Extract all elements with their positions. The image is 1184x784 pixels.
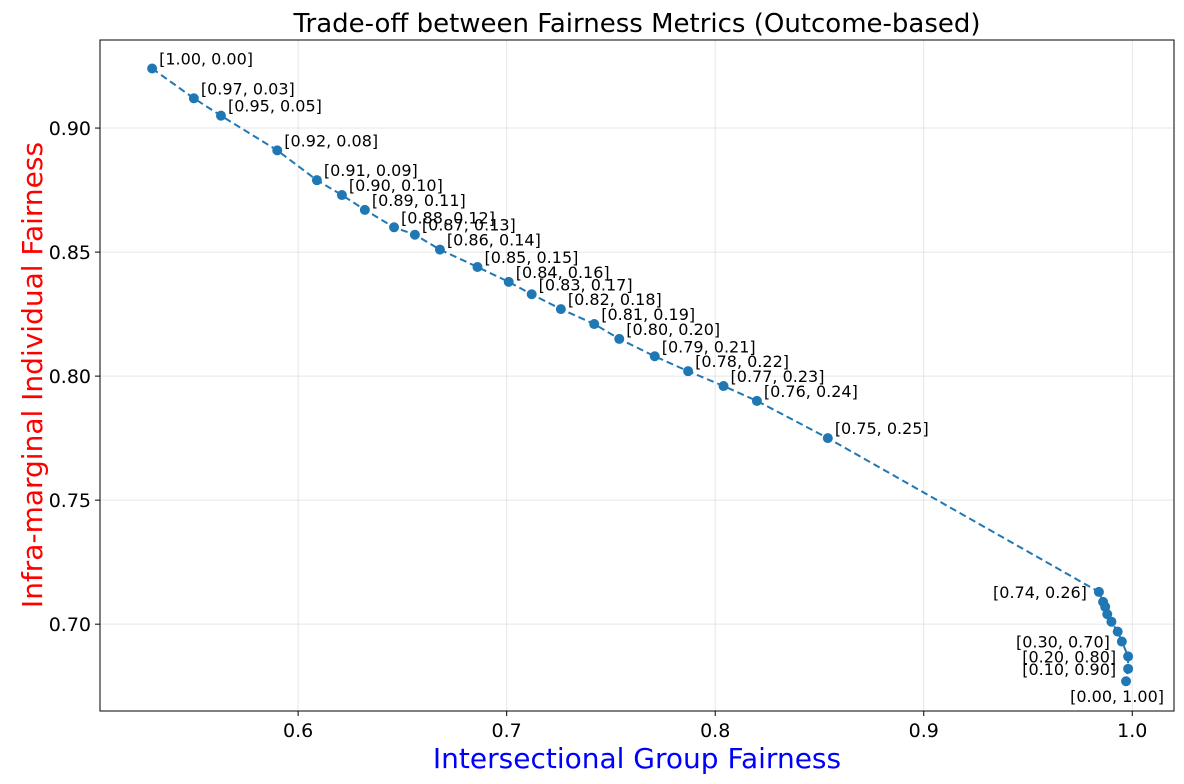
point-annotation: [0.83, 0.17] (539, 275, 633, 294)
data-point (434, 244, 445, 255)
point-annotation: [0.97, 0.03] (201, 79, 295, 98)
data-point (503, 276, 514, 287)
annotations: [1.00, 0.00] [0.97, 0.03][0.95, 0.05] [0.9… (159, 50, 1164, 707)
point-annotation: [0.10, 0.90] (1022, 660, 1116, 679)
data-point (1116, 636, 1127, 647)
data-point (1102, 609, 1113, 620)
y-tick-label: 0.75 (49, 490, 91, 512)
data-point (526, 289, 537, 300)
data-point (389, 222, 400, 233)
data-point (822, 433, 833, 444)
point-annotation: [0.20, 0.80] (1022, 647, 1116, 666)
axis-ticks: 0.6 0.7 0.8 0.9 1.0 0.70 0.75 0.80 0.85 0.90 (49, 118, 1148, 742)
data-point (751, 395, 762, 406)
point-annotation: [0.89, 0.11] (372, 191, 466, 210)
data-point (1121, 676, 1132, 687)
point-annotation: [0.92, 0.08] (284, 131, 378, 150)
grid (100, 40, 1174, 711)
point-annotation: [0.78, 0.22] (695, 352, 789, 371)
data-point (1093, 586, 1104, 597)
point-annotation: [0.79, 0.21] (662, 337, 756, 356)
point-annotation: [0.30, 0.70] (1016, 633, 1110, 652)
point-annotation: [0.00, 1.00] (1070, 687, 1164, 706)
data-point (215, 110, 226, 121)
point-annotation: [0.82, 0.18] (568, 290, 662, 309)
x-tick-label: 0.7 (492, 720, 522, 742)
data-point (409, 229, 420, 240)
y-tick-label: 0.90 (49, 118, 91, 140)
y-tick-label: 0.80 (49, 366, 91, 388)
data-point (1106, 616, 1117, 627)
x-tick-label: 0.6 (283, 720, 313, 742)
point-annotation: [0.84, 0.16] (516, 263, 610, 282)
y-tick-label: 0.85 (49, 242, 91, 264)
data-point (1123, 651, 1134, 662)
point-annotation: [0.80, 0.20] (626, 320, 720, 339)
data-point (472, 261, 483, 272)
y-axis-label: Infra-marginal Individual Fairness (16, 142, 49, 608)
point-annotation: [0.75, 0.25] (835, 419, 929, 438)
point-annotation: [0.88, 0.12] (401, 208, 495, 227)
point-annotation: [0.90, 0.10] (349, 176, 443, 195)
data-point (1123, 663, 1134, 674)
x-tick-label: 1.0 (1117, 720, 1147, 742)
data-point (683, 366, 694, 377)
data-point (614, 333, 625, 344)
point-annotation: [0.74, 0.26] (993, 583, 1087, 602)
data-point (718, 381, 729, 392)
data-point (147, 63, 158, 74)
data-point (188, 93, 199, 104)
data-point (589, 319, 600, 330)
point-annotation: [0.76, 0.24] (764, 382, 858, 401)
point-annotation: [1.00, 0.00] (159, 50, 253, 69)
chart-title: Trade-off between Fairness Metrics (Outc… (292, 9, 980, 39)
data-point (311, 175, 322, 186)
point-annotation: [0.86, 0.14] (447, 231, 541, 250)
x-axis-label: Intersectional Group Fairness (433, 742, 841, 775)
data-point (649, 351, 660, 362)
data-point (359, 204, 370, 215)
point-annotation: [0.95, 0.05] (228, 97, 322, 116)
x-tick-label: 0.9 (909, 720, 939, 742)
plot-frame (99, 39, 1175, 712)
x-tick-label: 0.8 (700, 720, 730, 742)
data-point (272, 145, 283, 156)
point-annotation: [0.77, 0.23] (731, 367, 825, 386)
point-annotation: [0.85, 0.15] (484, 248, 578, 267)
data-point (1112, 626, 1123, 637)
point-annotation: [0.81, 0.19] (601, 305, 695, 324)
y-tick-label: 0.70 (49, 614, 91, 636)
data-point (336, 190, 347, 201)
point-annotation: [0.91, 0.09] (324, 161, 418, 180)
series (147, 63, 1134, 687)
data-point (555, 304, 566, 315)
point-annotation: [0.87, 0.13] (422, 216, 516, 235)
